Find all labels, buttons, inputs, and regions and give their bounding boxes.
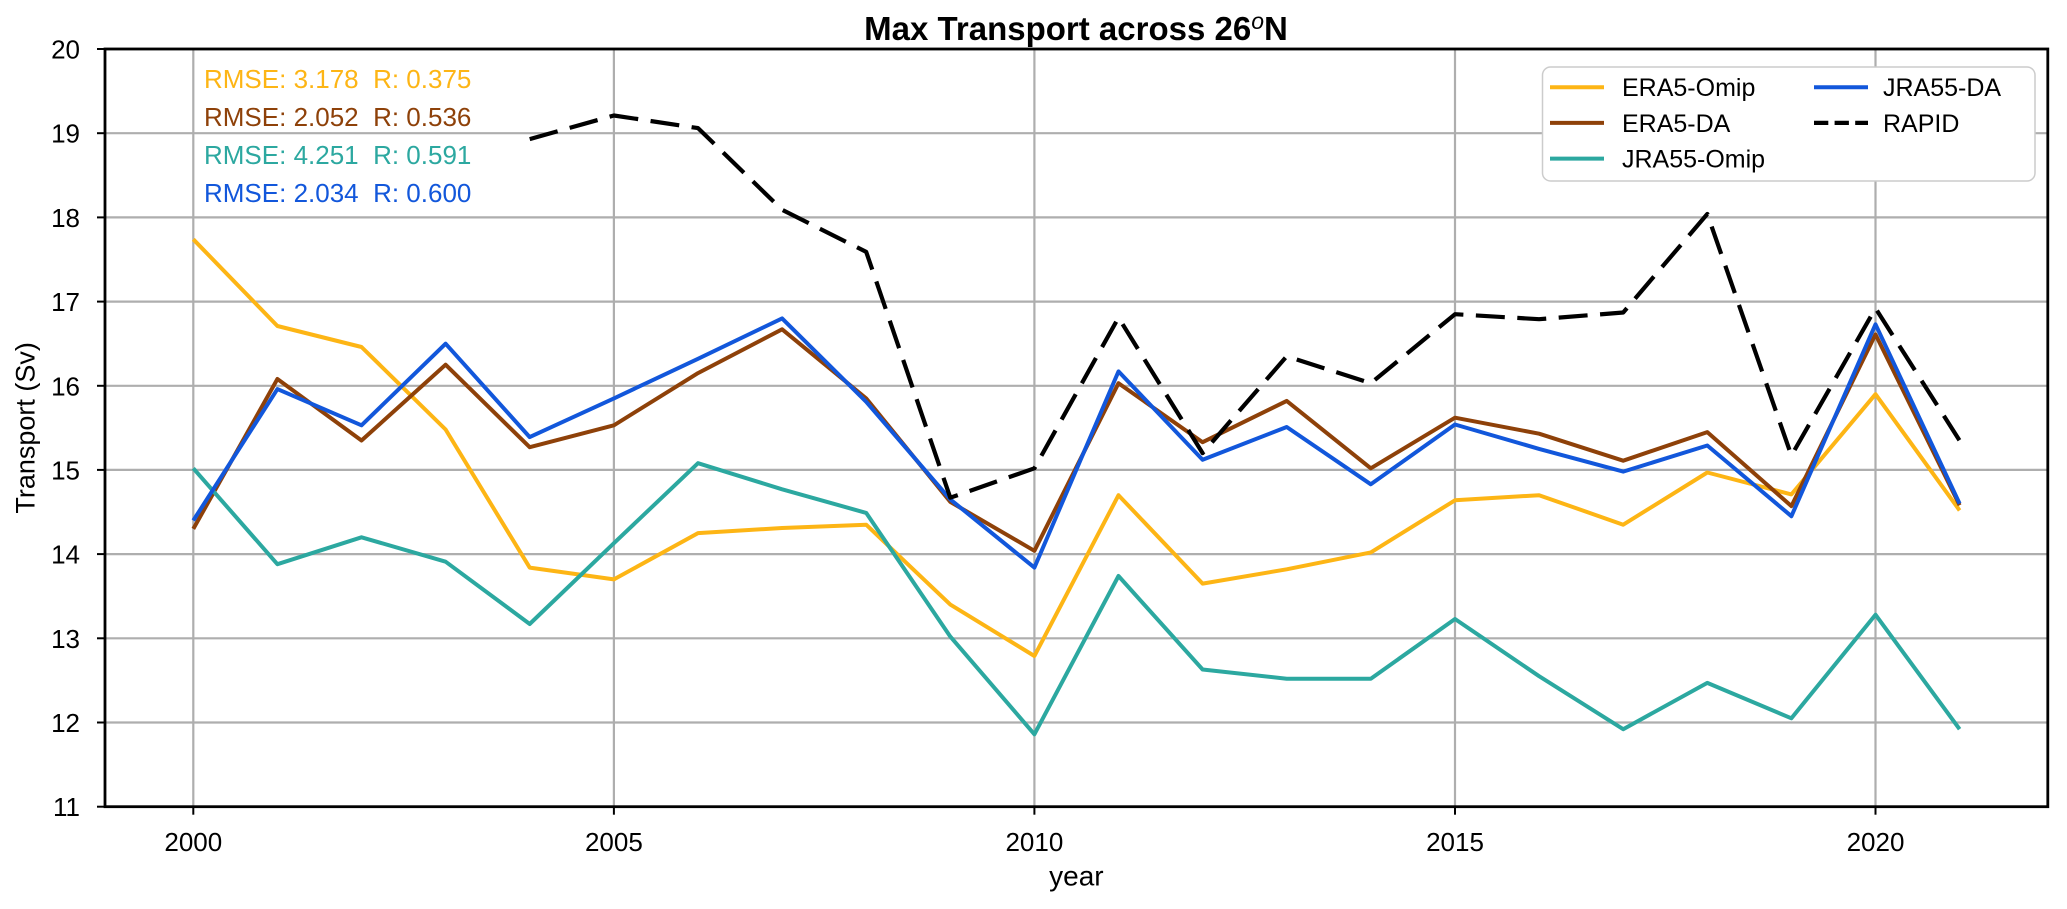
svg-text:13: 13: [51, 624, 80, 654]
svg-text:16: 16: [51, 371, 80, 401]
svg-text:2005: 2005: [585, 827, 643, 857]
svg-text:12: 12: [51, 708, 80, 738]
svg-text:RAPID: RAPID: [1883, 110, 1959, 138]
svg-text:14: 14: [51, 540, 80, 570]
svg-text:19: 19: [51, 119, 80, 149]
svg-text:20: 20: [51, 35, 80, 65]
svg-text:17: 17: [51, 287, 80, 317]
svg-text:RMSE: 3.178 R: 0.375: RMSE: 3.178 R: 0.375: [204, 64, 471, 94]
svg-text:JRA55-DA: JRA55-DA: [1883, 74, 2001, 102]
svg-text:Transport (Sv): Transport (Sv): [11, 342, 41, 514]
svg-text:11: 11: [53, 792, 80, 822]
svg-text:18: 18: [51, 203, 80, 233]
svg-text:JRA55-Omip: JRA55-Omip: [1622, 146, 1765, 174]
svg-text:RMSE: 2.052 R: 0.536: RMSE: 2.052 R: 0.536: [204, 102, 471, 132]
svg-text:2015: 2015: [1426, 827, 1484, 857]
svg-text:2020: 2020: [1847, 827, 1905, 857]
svg-text:Max Transport across 26oN: Max Transport across 26oN: [864, 8, 1288, 47]
svg-text:RMSE: 2.034 R: 0.600: RMSE: 2.034 R: 0.600: [204, 178, 471, 208]
svg-text:2010: 2010: [1005, 827, 1063, 857]
svg-text:2000: 2000: [164, 827, 222, 857]
svg-text:ERA5-DA: ERA5-DA: [1622, 110, 1731, 138]
svg-text:RMSE: 4.251 R: 0.591: RMSE: 4.251 R: 0.591: [204, 140, 471, 170]
svg-text:15: 15: [51, 455, 80, 485]
svg-text:ERA5-Omip: ERA5-Omip: [1622, 74, 1755, 102]
svg-text:year: year: [1049, 861, 1103, 892]
